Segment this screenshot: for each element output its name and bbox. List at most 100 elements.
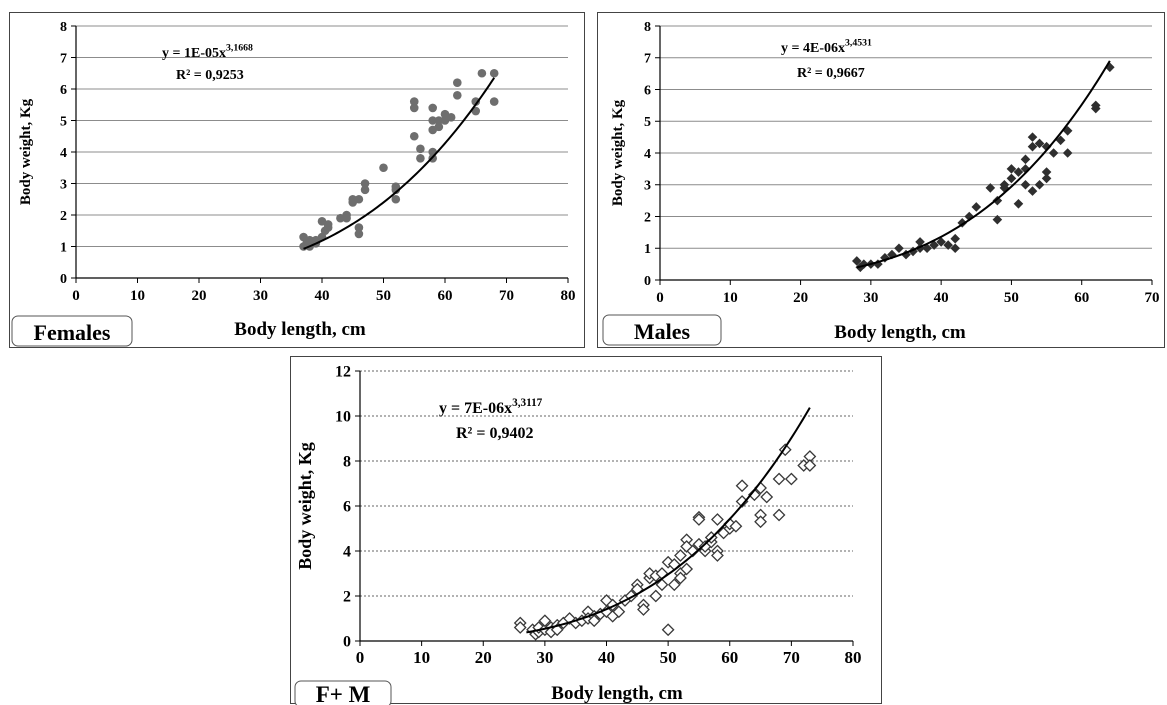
r-squared: R² = 0,9253 — [176, 68, 244, 83]
x-tick-label: 10 — [130, 288, 145, 304]
data-point — [1041, 141, 1052, 152]
y-tick-label: 10 — [335, 409, 351, 426]
data-point — [342, 213, 351, 223]
x-axis-title: Body length, cm — [551, 683, 683, 704]
data-point — [1055, 135, 1066, 146]
x-tick-label: 50 — [1004, 290, 1019, 306]
data-point — [908, 246, 918, 257]
x-tick-label: 60 — [438, 288, 453, 304]
y-tick-label: 12 — [335, 364, 351, 381]
data-point — [360, 185, 370, 195]
data-point — [667, 578, 681, 592]
data-point — [637, 603, 650, 616]
data-point — [1034, 179, 1045, 190]
x-tick-label: 60 — [1074, 290, 1089, 306]
r-squared: R² = 0,9402 — [456, 425, 533, 442]
data-point — [513, 621, 527, 634]
data-point — [1013, 199, 1024, 209]
data-point — [674, 549, 687, 562]
x-tick-label: 40 — [598, 648, 615, 667]
data-point — [1027, 141, 1038, 152]
data-point — [735, 479, 749, 493]
y-tick-label: 8 — [343, 454, 351, 471]
x-tick-label: 40 — [934, 290, 949, 306]
combined-chart: 0 2 4 6 8 10 12 0 10 20 30 40 50 60 70 80 Body weight, K… — [294, 364, 862, 705]
data-point — [354, 229, 364, 239]
data-point — [1006, 164, 1017, 174]
x-tick-label: 0 — [656, 290, 664, 306]
x-axis-title: Body length, cm — [234, 319, 366, 340]
data-point — [859, 259, 869, 269]
panel-label: Males — [634, 319, 691, 344]
x-tick-label: 30 — [863, 290, 878, 306]
equation-prefix: y = 7E-06x — [439, 400, 512, 417]
panel-label-box — [294, 680, 392, 705]
data-point — [711, 549, 724, 562]
x-tick-label: 10 — [723, 290, 738, 306]
data-point — [936, 237, 946, 247]
y-tick-label: 6 — [60, 83, 67, 98]
y-tick-label: 2 — [60, 209, 67, 224]
data-point — [950, 233, 960, 244]
data-point — [434, 122, 444, 132]
data-point — [661, 623, 675, 637]
data-point — [391, 185, 401, 195]
data-point — [674, 571, 687, 585]
data-point — [729, 519, 743, 533]
chart-panel-females: 0 1 2 3 4 5 6 7 8 0 10 20 30 40 50 60 70 80 Body weight, K… — [9, 12, 585, 348]
data-point — [943, 240, 953, 250]
data-point — [711, 513, 724, 526]
data-point — [992, 195, 1003, 206]
data-point — [655, 578, 669, 592]
y-tick-label: 0 — [644, 274, 651, 289]
data-point — [409, 131, 419, 141]
equation-exponent: 3,4531 — [845, 38, 872, 49]
chart-panel-combined: 0 2 4 6 8 10 12 0 10 20 30 40 50 60 70 80 Body weight, K… — [290, 356, 882, 705]
data-point — [477, 68, 487, 78]
data-point — [754, 515, 767, 529]
data-point — [391, 194, 401, 204]
data-point — [784, 472, 798, 486]
data-point — [323, 220, 333, 229]
data-point — [471, 97, 481, 106]
trend-equation: y = 1E-05x3,1668 — [162, 43, 253, 61]
data-point — [680, 562, 694, 576]
y-tick-label: 5 — [644, 115, 651, 130]
y-tick-label: 1 — [644, 242, 651, 257]
x-tick-label: 50 — [660, 648, 677, 667]
data-point — [880, 252, 890, 263]
males-chart: 0 1 2 3 4 5 6 7 8 0 10 20 30 40 50 60 70 Body weight, Kg B… — [602, 20, 1160, 346]
data-point — [489, 68, 499, 78]
equation-exponent: 3,3117 — [512, 397, 543, 409]
x-tick-label: 80 — [561, 288, 576, 304]
data-point — [649, 589, 663, 603]
equation-prefix: y = 4E-06x — [781, 41, 845, 56]
data-point — [1090, 103, 1101, 114]
trendline — [856, 60, 1111, 269]
y-tick-label: 8 — [60, 20, 67, 35]
data-point — [1062, 148, 1073, 158]
x-tick-label: 50 — [376, 288, 391, 304]
data-point — [416, 154, 425, 163]
y-tick-label: 6 — [343, 499, 351, 516]
data-point — [416, 144, 425, 154]
trend-equation: y = 7E-06x3,3117 — [439, 397, 543, 417]
data-point — [354, 223, 364, 232]
data-point — [971, 202, 982, 212]
y-tick-label: 0 — [343, 634, 351, 651]
scatter-points — [852, 62, 1115, 273]
panel-label-box — [602, 314, 722, 346]
x-tick-label: 80 — [845, 648, 862, 667]
data-point — [612, 605, 626, 619]
y-tick-label: 1 — [60, 240, 67, 255]
equation-exponent: 3,1668 — [226, 43, 253, 54]
y-tick-label: 4 — [60, 146, 67, 161]
data-point — [409, 97, 419, 106]
x-tick-label: 20 — [192, 288, 207, 304]
y-axis-title: Body weight, Kg — [610, 99, 626, 206]
x-tick-label: 0 — [356, 648, 365, 667]
data-point — [760, 490, 774, 504]
data-point — [1048, 148, 1059, 158]
data-point — [354, 194, 364, 204]
